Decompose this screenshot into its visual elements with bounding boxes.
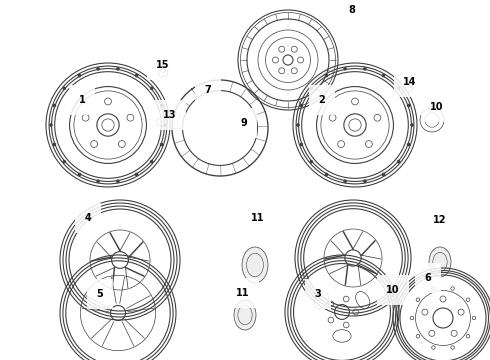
- Circle shape: [63, 161, 66, 163]
- Circle shape: [78, 173, 80, 176]
- Circle shape: [164, 124, 166, 126]
- Text: 5: 5: [97, 289, 103, 299]
- Circle shape: [150, 161, 153, 163]
- Circle shape: [344, 68, 346, 70]
- Text: 11: 11: [236, 288, 250, 298]
- Circle shape: [161, 104, 163, 107]
- Circle shape: [150, 87, 153, 89]
- Text: 2: 2: [318, 95, 325, 105]
- Text: 10: 10: [386, 285, 400, 295]
- Circle shape: [63, 87, 66, 89]
- Circle shape: [397, 161, 400, 163]
- Circle shape: [50, 124, 52, 126]
- Circle shape: [78, 75, 80, 77]
- Circle shape: [411, 124, 413, 126]
- Circle shape: [310, 161, 313, 163]
- Circle shape: [53, 143, 55, 146]
- Circle shape: [300, 104, 302, 107]
- Circle shape: [97, 180, 99, 182]
- Circle shape: [161, 143, 163, 146]
- Circle shape: [117, 68, 119, 70]
- Ellipse shape: [234, 300, 256, 330]
- Circle shape: [310, 87, 313, 89]
- Text: 14: 14: [403, 77, 417, 87]
- Text: 12: 12: [433, 215, 447, 225]
- Text: 3: 3: [315, 289, 321, 299]
- Circle shape: [344, 180, 346, 182]
- Circle shape: [325, 75, 328, 77]
- Circle shape: [397, 87, 400, 89]
- Circle shape: [53, 104, 55, 107]
- Text: 10: 10: [430, 102, 444, 112]
- Circle shape: [364, 68, 366, 70]
- Circle shape: [408, 104, 410, 107]
- Ellipse shape: [242, 247, 268, 283]
- Circle shape: [300, 143, 302, 146]
- Circle shape: [97, 68, 99, 70]
- Text: 6: 6: [425, 273, 431, 283]
- Circle shape: [135, 75, 138, 77]
- Text: 7: 7: [205, 85, 211, 95]
- Circle shape: [117, 180, 119, 182]
- Text: 11: 11: [251, 213, 265, 223]
- Text: 9: 9: [241, 118, 247, 128]
- Text: 13: 13: [163, 110, 177, 120]
- Circle shape: [325, 173, 328, 176]
- Circle shape: [135, 173, 138, 176]
- Circle shape: [297, 124, 299, 126]
- Text: 15: 15: [156, 60, 170, 70]
- Circle shape: [364, 180, 366, 182]
- Circle shape: [382, 173, 385, 176]
- Text: 1: 1: [78, 95, 85, 105]
- Circle shape: [408, 143, 410, 146]
- Text: 8: 8: [348, 5, 355, 15]
- Ellipse shape: [429, 247, 451, 277]
- Circle shape: [382, 75, 385, 77]
- Text: 4: 4: [85, 213, 91, 223]
